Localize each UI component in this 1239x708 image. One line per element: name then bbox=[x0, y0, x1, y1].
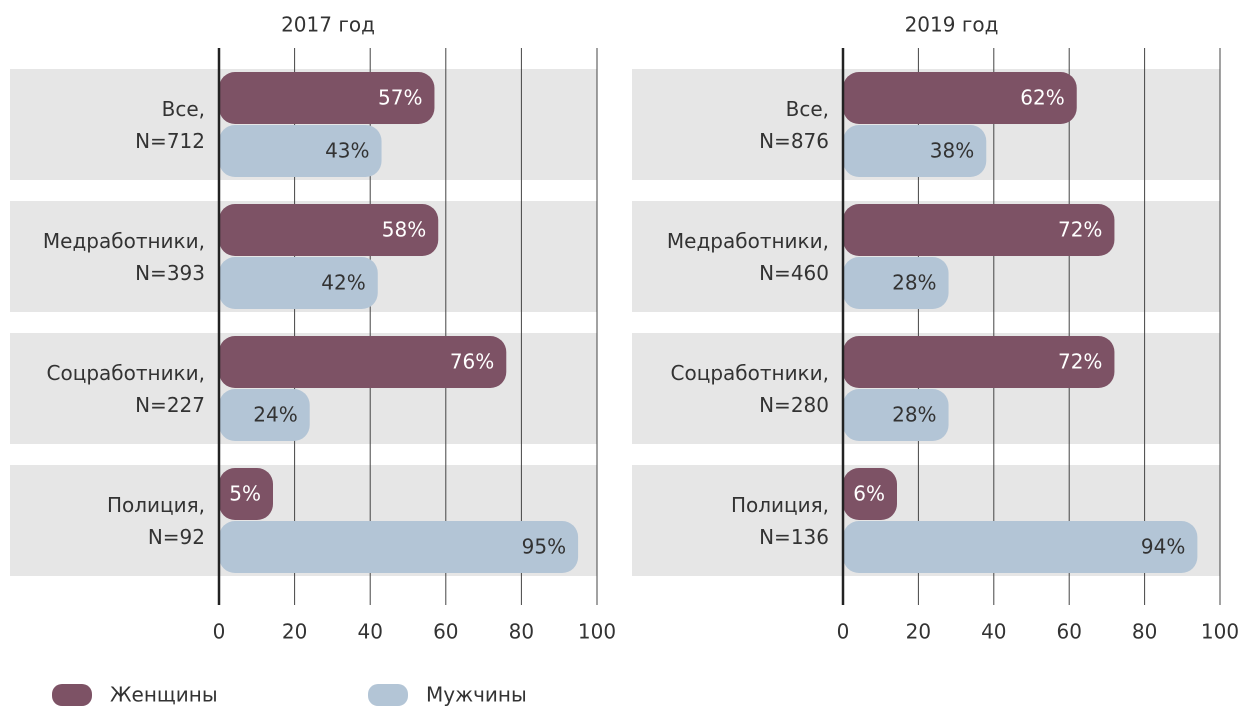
x-tick-label: 0 bbox=[213, 620, 226, 644]
bar bbox=[843, 125, 987, 177]
x-tick-label: 100 bbox=[1201, 620, 1239, 644]
value-label: 94% bbox=[1141, 535, 1185, 559]
value-label: 95% bbox=[522, 535, 566, 559]
x-tick-label: 0 bbox=[837, 620, 850, 644]
category-label: Медработники, N=393 bbox=[42, 229, 205, 285]
bar bbox=[843, 257, 949, 309]
legend-label: Женщины bbox=[110, 683, 218, 707]
x-tick-label: 60 bbox=[1056, 620, 1081, 644]
value-label: 42% bbox=[321, 271, 365, 295]
x-tick-label: 80 bbox=[509, 620, 534, 644]
value-label: 28% bbox=[892, 403, 936, 427]
value-label: 57% bbox=[378, 86, 422, 110]
bar bbox=[843, 521, 1198, 573]
bar bbox=[219, 72, 435, 124]
value-label: 28% bbox=[892, 271, 936, 295]
x-tick-label: 80 bbox=[1132, 620, 1157, 644]
bar bbox=[219, 468, 273, 520]
chart-title: 2017 год bbox=[281, 13, 375, 37]
value-label: 43% bbox=[325, 139, 369, 163]
value-label: 72% bbox=[1058, 218, 1102, 242]
bar bbox=[219, 125, 382, 177]
bar bbox=[843, 468, 897, 520]
value-label: 58% bbox=[382, 218, 426, 242]
bar bbox=[843, 204, 1115, 256]
category-label: Полиция, N=92 bbox=[106, 493, 205, 549]
value-label: 24% bbox=[253, 403, 297, 427]
value-label: 6% bbox=[853, 482, 885, 506]
category-label: Полиция, N=136 bbox=[730, 493, 829, 549]
x-tick-label: 20 bbox=[906, 620, 931, 644]
legend-label: Мужчины bbox=[426, 683, 527, 707]
bar bbox=[219, 521, 579, 573]
category-label: Медработники, N=460 bbox=[666, 229, 829, 285]
x-tick-label: 100 bbox=[578, 620, 616, 644]
category-label: Все, N=876 bbox=[759, 97, 829, 153]
chart-title: 2019 год bbox=[905, 13, 999, 37]
category-label: Соцработники, N=280 bbox=[670, 361, 830, 417]
x-tick-label: 20 bbox=[282, 620, 307, 644]
category-label: Все, N=712 bbox=[135, 97, 205, 153]
bar bbox=[843, 389, 949, 441]
bar bbox=[219, 257, 378, 309]
bar bbox=[843, 72, 1077, 124]
legend-swatch bbox=[368, 684, 408, 706]
bar bbox=[219, 204, 439, 256]
value-label: 72% bbox=[1058, 350, 1102, 374]
bar bbox=[843, 336, 1115, 388]
value-label: 5% bbox=[229, 482, 261, 506]
category-label: Соцработники, N=227 bbox=[46, 361, 206, 417]
legend-swatch bbox=[52, 684, 92, 706]
value-label: 62% bbox=[1020, 86, 1064, 110]
x-tick-label: 40 bbox=[981, 620, 1006, 644]
bar bbox=[219, 389, 310, 441]
bar bbox=[219, 336, 507, 388]
value-label: 38% bbox=[930, 139, 974, 163]
x-tick-label: 60 bbox=[433, 620, 458, 644]
value-label: 76% bbox=[450, 350, 494, 374]
x-tick-label: 40 bbox=[357, 620, 382, 644]
